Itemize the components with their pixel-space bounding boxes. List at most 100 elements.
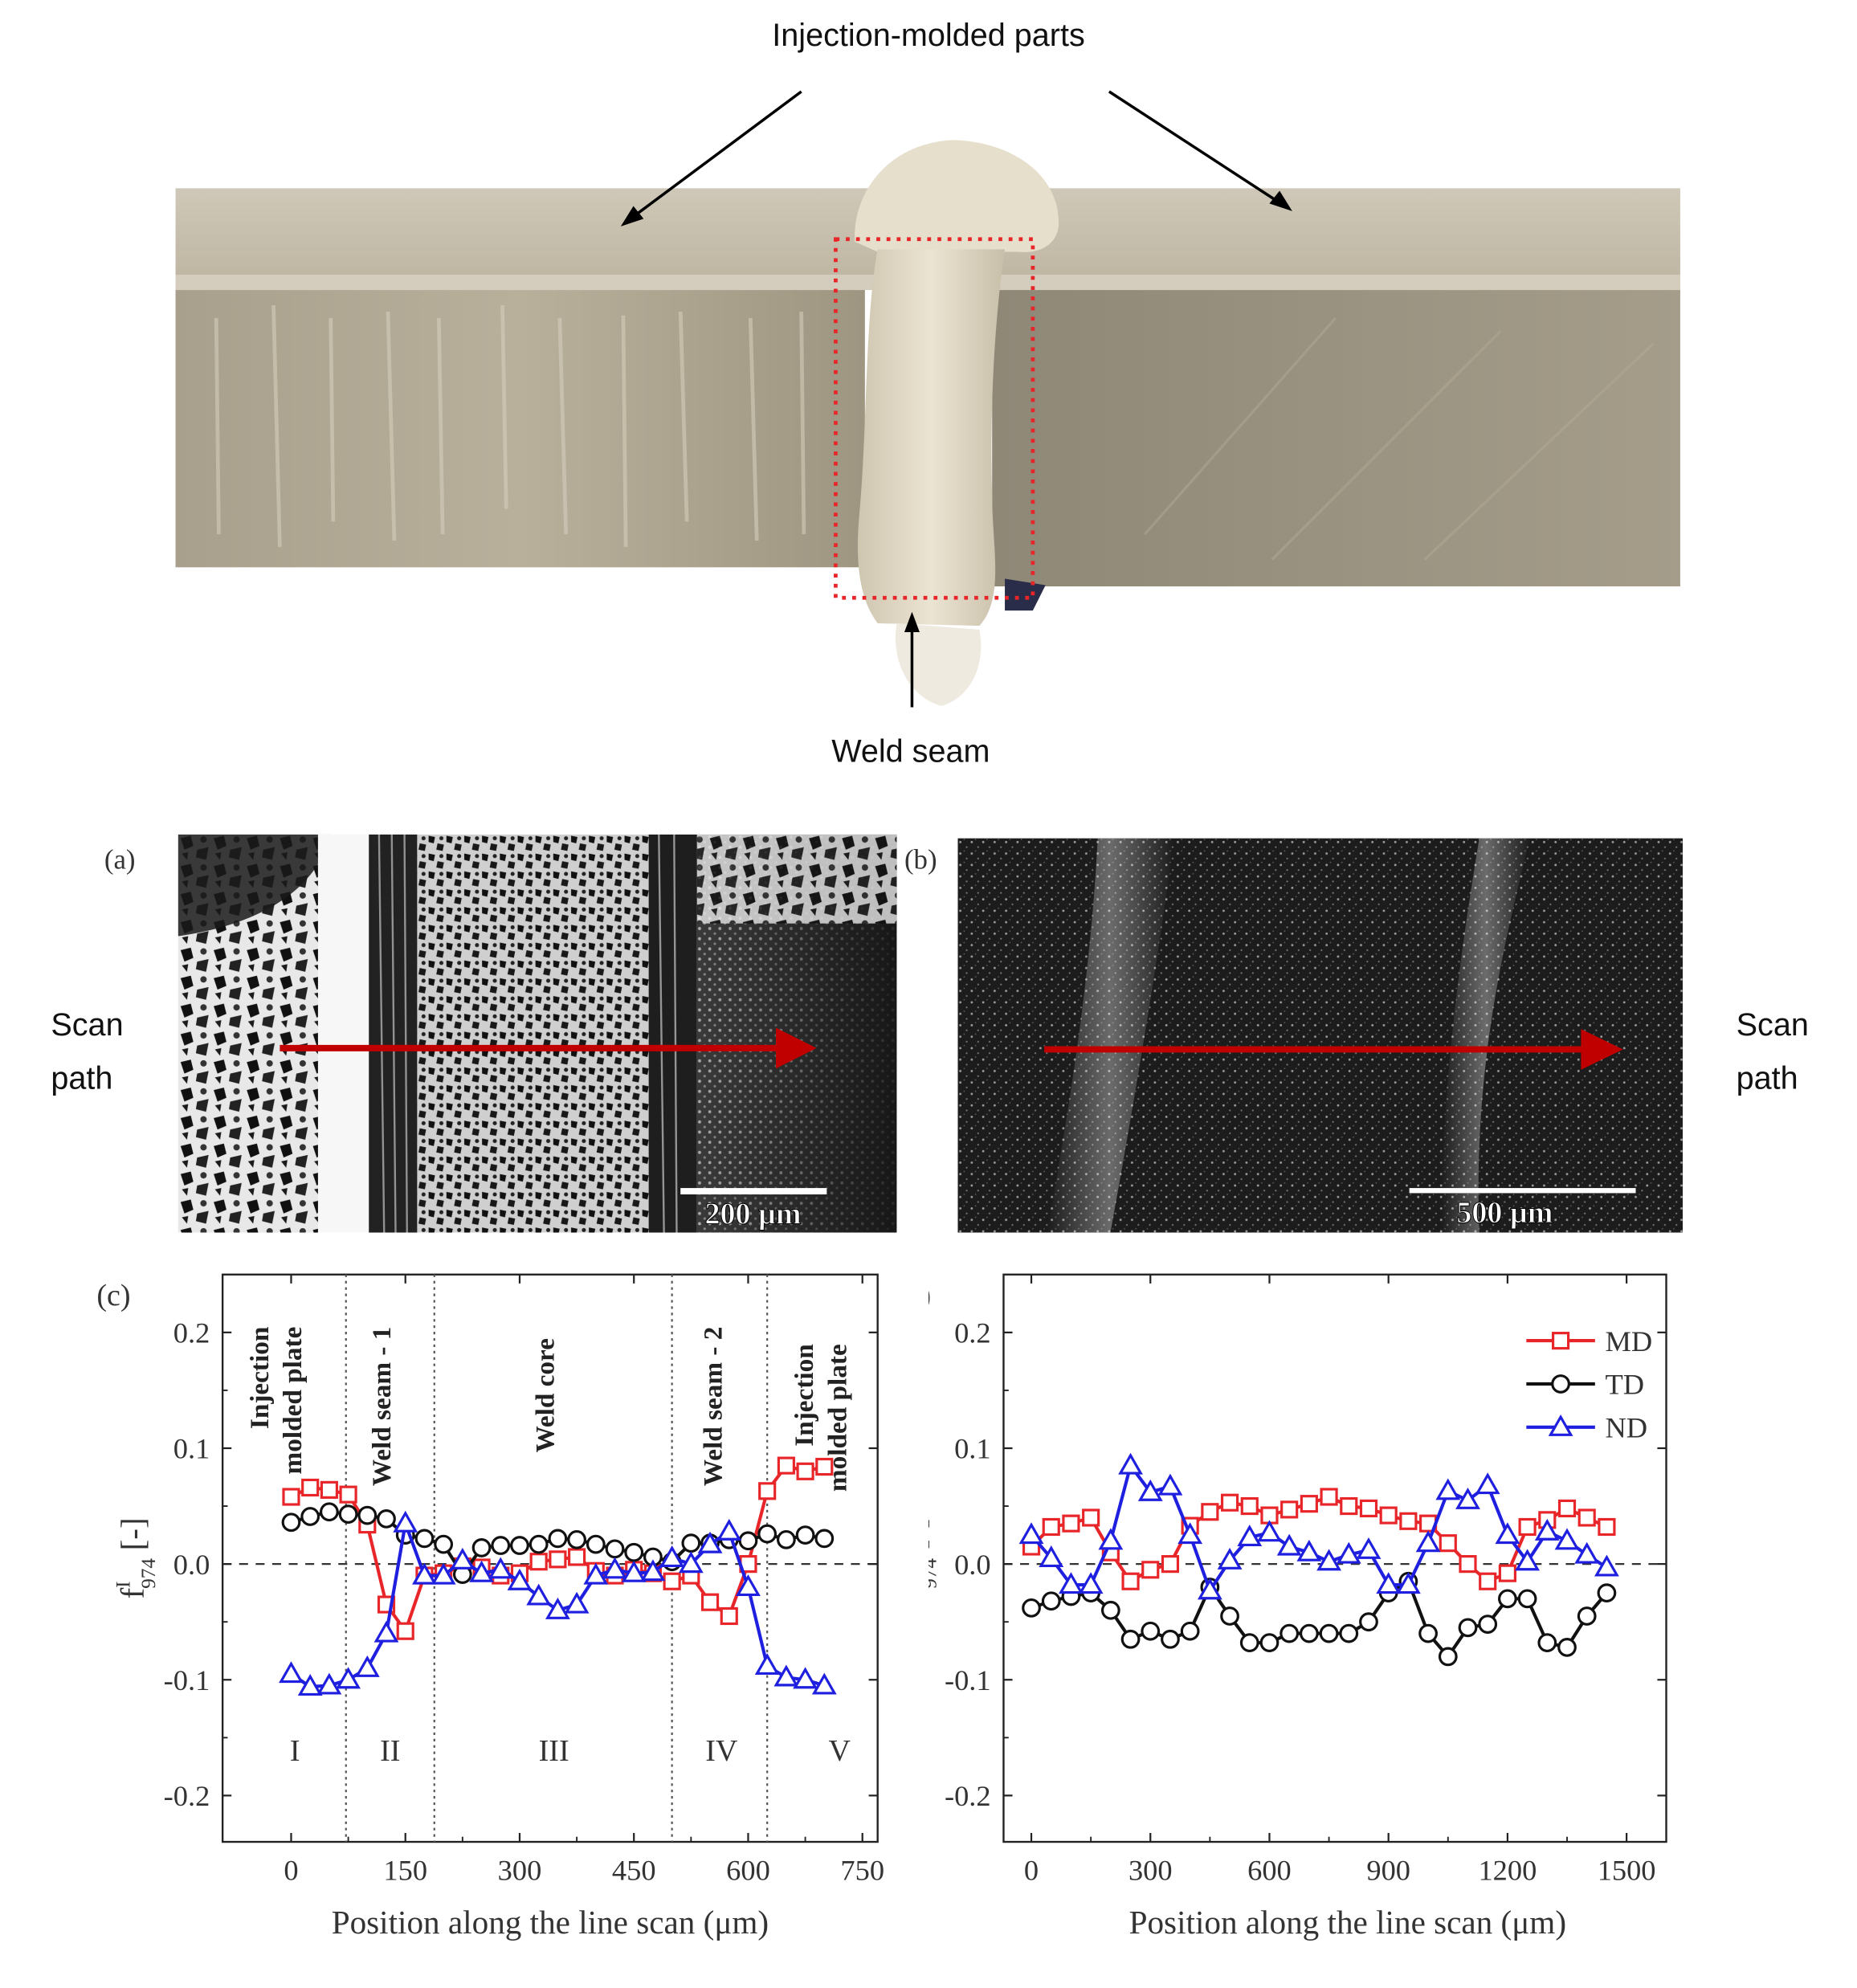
data-point <box>1201 1503 1219 1521</box>
data-point <box>1161 1629 1180 1649</box>
data-point <box>434 1534 454 1554</box>
data-point <box>1340 1496 1358 1516</box>
data-point <box>1100 1600 1120 1620</box>
data-point <box>1557 1638 1577 1657</box>
x-axis-label: Position along the line scan (μm) <box>332 1904 769 1941</box>
scan-path-label-right: Scan path <box>1737 998 1809 1105</box>
data-point <box>1498 1564 1516 1582</box>
data-point <box>1141 1621 1161 1641</box>
data-point <box>1418 1623 1438 1643</box>
y-tick-label: 0.1 <box>173 1433 210 1465</box>
data-point <box>1359 1612 1378 1632</box>
data-point <box>1141 1561 1160 1579</box>
region-name-text: Weld seam - 1 <box>367 1327 397 1487</box>
seam-flash-bottom <box>895 623 982 706</box>
x-tick-label: 1200 <box>1478 1855 1537 1887</box>
data-point <box>1577 1606 1597 1626</box>
data-point <box>1039 1545 1064 1567</box>
data-point <box>1438 1647 1458 1667</box>
y-tick-label: 0.2 <box>954 1317 991 1349</box>
data-point <box>1459 1555 1477 1574</box>
micrograph-a: 200 µm <box>178 834 897 1233</box>
micrograph-b: 500 µm <box>957 838 1684 1233</box>
data-point <box>757 1524 777 1544</box>
data-point <box>663 1572 681 1590</box>
data-point <box>1121 1572 1140 1590</box>
legend-marker <box>1551 1332 1570 1350</box>
data-point <box>1059 1572 1084 1594</box>
data-point <box>1479 1572 1497 1590</box>
data-point <box>1296 1539 1322 1561</box>
region-name-text: Injection <box>790 1344 819 1446</box>
data-point <box>1336 1541 1361 1564</box>
data-point <box>1379 1506 1398 1525</box>
x-tick-label: 600 <box>726 1855 770 1887</box>
x-tick-label: 1500 <box>1598 1855 1656 1887</box>
data-point <box>796 1462 814 1480</box>
data-point <box>1577 1508 1596 1527</box>
data-point <box>1257 1520 1282 1542</box>
x-tick-label: 600 <box>1247 1855 1292 1887</box>
data-point <box>1259 1633 1279 1653</box>
region-name-text: Weld seam - 2 <box>698 1327 728 1487</box>
scan-path-word-1: Scan <box>1736 1007 1809 1043</box>
data-point <box>1399 1512 1418 1530</box>
data-point <box>815 1457 834 1476</box>
scale-bar-a <box>680 1188 827 1195</box>
data-point <box>1220 1493 1239 1512</box>
region-roman-label: IV <box>705 1734 738 1768</box>
data-point <box>1062 1514 1080 1533</box>
data-point <box>1320 1488 1338 1506</box>
data-point <box>431 1562 456 1585</box>
region-name-text: Injection <box>245 1327 275 1429</box>
panel-label: (d) <box>928 1279 931 1312</box>
legend: MD TD ND <box>1526 1325 1652 1443</box>
data-point <box>1276 1533 1302 1556</box>
seam-body <box>857 249 1006 627</box>
arrow-to-right-part <box>1108 90 1282 205</box>
x-tick-label: 150 <box>383 1855 427 1887</box>
y-tick-label: 0.2 <box>173 1317 210 1349</box>
scale-label-a: 200 µm <box>704 1197 801 1231</box>
chart-c: -0.2 -0.1 0.0 0.1 0.2 0 150 300 450 600 750 Positio… <box>96 1273 884 1941</box>
data-point <box>373 1620 399 1643</box>
region-name: Weld core <box>531 1338 561 1453</box>
data-point <box>338 1504 358 1525</box>
data-point <box>414 1529 435 1549</box>
chart-d: -0.2 -0.1 0.0 0.1 0.2 0 300 600 900 1200 1500 Posit… <box>928 1273 1667 1941</box>
region-name-text: molded plate <box>278 1327 308 1475</box>
data-point <box>1517 1589 1537 1609</box>
legend-marker <box>1551 1374 1570 1394</box>
data-point <box>281 1512 301 1533</box>
legend-marker <box>1548 1414 1573 1436</box>
data-point <box>1557 1499 1577 1518</box>
y-tick-label: -0.2 <box>164 1780 210 1812</box>
region-roman-label: V <box>829 1734 851 1768</box>
data-point <box>1498 1589 1517 1609</box>
data-point <box>1078 1572 1104 1594</box>
y-tick-label: 0.1 <box>954 1433 991 1465</box>
data-point <box>773 1664 799 1687</box>
data-point <box>736 1574 761 1597</box>
x-tick-label: 450 <box>612 1855 656 1887</box>
data-point <box>1515 1549 1540 1571</box>
data-point <box>1180 1621 1200 1641</box>
scale-bar-b <box>1409 1188 1636 1194</box>
data-point <box>1082 1508 1100 1527</box>
data-point <box>1120 1629 1141 1649</box>
label-injection-molded-parts: Injection-molded parts <box>772 18 1085 54</box>
data-point <box>1395 1572 1421 1594</box>
data-point <box>564 1591 590 1614</box>
data-point <box>1300 1495 1318 1513</box>
x-tick-label: 300 <box>1128 1855 1173 1887</box>
data-point <box>602 1557 627 1579</box>
series-nd <box>1018 1452 1619 1600</box>
data-point <box>336 1667 361 1689</box>
data-point <box>678 1551 704 1574</box>
data-point <box>1177 1522 1203 1545</box>
scan-path-word-1: Scan <box>51 1007 124 1043</box>
data-point <box>1495 1522 1520 1545</box>
data-point <box>583 1562 609 1585</box>
